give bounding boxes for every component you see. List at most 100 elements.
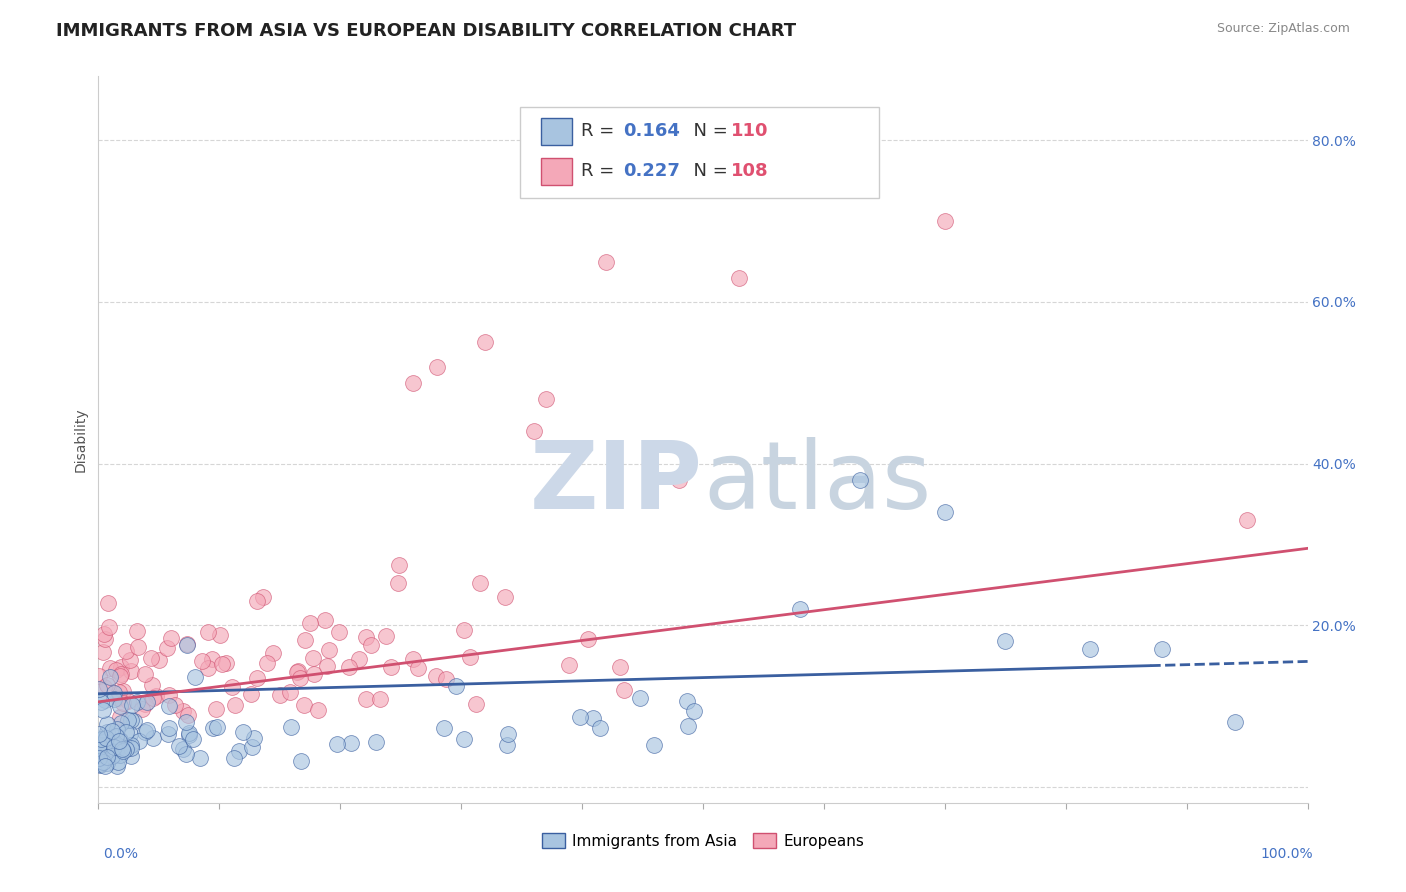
- Point: [366, 735, 388, 749]
- Point: [304, 667, 326, 681]
- Point: [425, 669, 447, 683]
- Point: [728, 270, 751, 285]
- Point: [94, 692, 117, 706]
- Point: [174, 714, 197, 729]
- Text: R =: R =: [581, 162, 620, 180]
- Point: [360, 638, 382, 652]
- Point: [269, 688, 291, 702]
- Point: [89, 758, 111, 772]
- Text: ZIP: ZIP: [530, 437, 703, 529]
- Point: [160, 631, 183, 645]
- Point: [142, 691, 165, 706]
- Point: [117, 713, 139, 727]
- Point: [90, 732, 112, 747]
- Point: [114, 725, 136, 739]
- Point: [142, 731, 165, 745]
- Point: [205, 702, 228, 716]
- Point: [93, 738, 115, 752]
- Point: [107, 691, 129, 706]
- Text: 0.227: 0.227: [623, 162, 679, 180]
- Point: [496, 738, 519, 752]
- Point: [222, 751, 245, 765]
- Point: [307, 703, 329, 717]
- Text: N =: N =: [682, 162, 734, 180]
- Point: [197, 625, 219, 640]
- Point: [256, 657, 278, 671]
- Point: [110, 660, 132, 674]
- Point: [243, 731, 266, 745]
- Point: [141, 678, 163, 692]
- Point: [87, 682, 110, 697]
- Point: [100, 670, 122, 684]
- Point: [368, 691, 391, 706]
- Point: [668, 473, 690, 487]
- Point: [110, 716, 132, 731]
- Point: [105, 759, 128, 773]
- Point: [285, 665, 308, 680]
- Point: [157, 721, 180, 735]
- Point: [127, 640, 149, 654]
- Point: [89, 743, 111, 757]
- Point: [177, 726, 200, 740]
- Point: [103, 737, 125, 751]
- Point: [148, 653, 170, 667]
- Point: [934, 505, 956, 519]
- Point: [111, 741, 134, 756]
- Point: [934, 214, 956, 228]
- Text: 0.0%: 0.0%: [103, 847, 138, 861]
- Point: [402, 376, 425, 390]
- Point: [214, 657, 236, 671]
- Point: [96, 717, 118, 731]
- Point: [349, 652, 371, 666]
- Point: [91, 735, 114, 749]
- Point: [675, 693, 697, 707]
- Point: [224, 698, 246, 712]
- Point: [117, 693, 139, 707]
- Point: [242, 739, 264, 754]
- Point: [121, 698, 143, 713]
- Point: [105, 730, 128, 744]
- Point: [337, 660, 360, 674]
- Point: [96, 677, 118, 691]
- Point: [120, 714, 142, 728]
- Point: [91, 703, 114, 717]
- Point: [464, 697, 486, 711]
- Point: [340, 736, 363, 750]
- Text: Source: ZipAtlas.com: Source: ZipAtlas.com: [1216, 22, 1350, 36]
- Point: [318, 643, 340, 657]
- Point: [125, 624, 148, 639]
- Point: [89, 750, 111, 764]
- Point: [131, 701, 153, 715]
- Point: [87, 741, 110, 756]
- Point: [120, 727, 142, 741]
- Point: [630, 691, 652, 706]
- Point: [100, 661, 122, 675]
- Point: [103, 692, 125, 706]
- Point: [523, 424, 546, 438]
- Point: [90, 695, 112, 709]
- Point: [115, 643, 138, 657]
- Point: [111, 684, 134, 698]
- Point: [298, 615, 321, 630]
- Point: [568, 710, 591, 724]
- Point: [108, 669, 131, 683]
- Point: [157, 688, 180, 702]
- Point: [94, 759, 117, 773]
- Point: [90, 732, 112, 747]
- Point: [91, 755, 114, 769]
- Point: [136, 695, 159, 709]
- Point: [87, 739, 110, 753]
- Point: [120, 652, 142, 666]
- Point: [105, 723, 128, 737]
- Point: [157, 698, 180, 713]
- Text: IMMIGRANTS FROM ASIA VS EUROPEAN DISABILITY CORRELATION CHART: IMMIGRANTS FROM ASIA VS EUROPEAN DISABIL…: [56, 22, 796, 40]
- Point: [87, 738, 110, 752]
- Point: [436, 672, 458, 686]
- Legend: Immigrants from Asia, Europeans: Immigrants from Asia, Europeans: [536, 827, 870, 855]
- Point: [122, 714, 145, 728]
- Point: [101, 724, 124, 739]
- Point: [994, 634, 1017, 648]
- Point: [108, 733, 131, 747]
- Point: [589, 721, 612, 735]
- Point: [98, 736, 121, 750]
